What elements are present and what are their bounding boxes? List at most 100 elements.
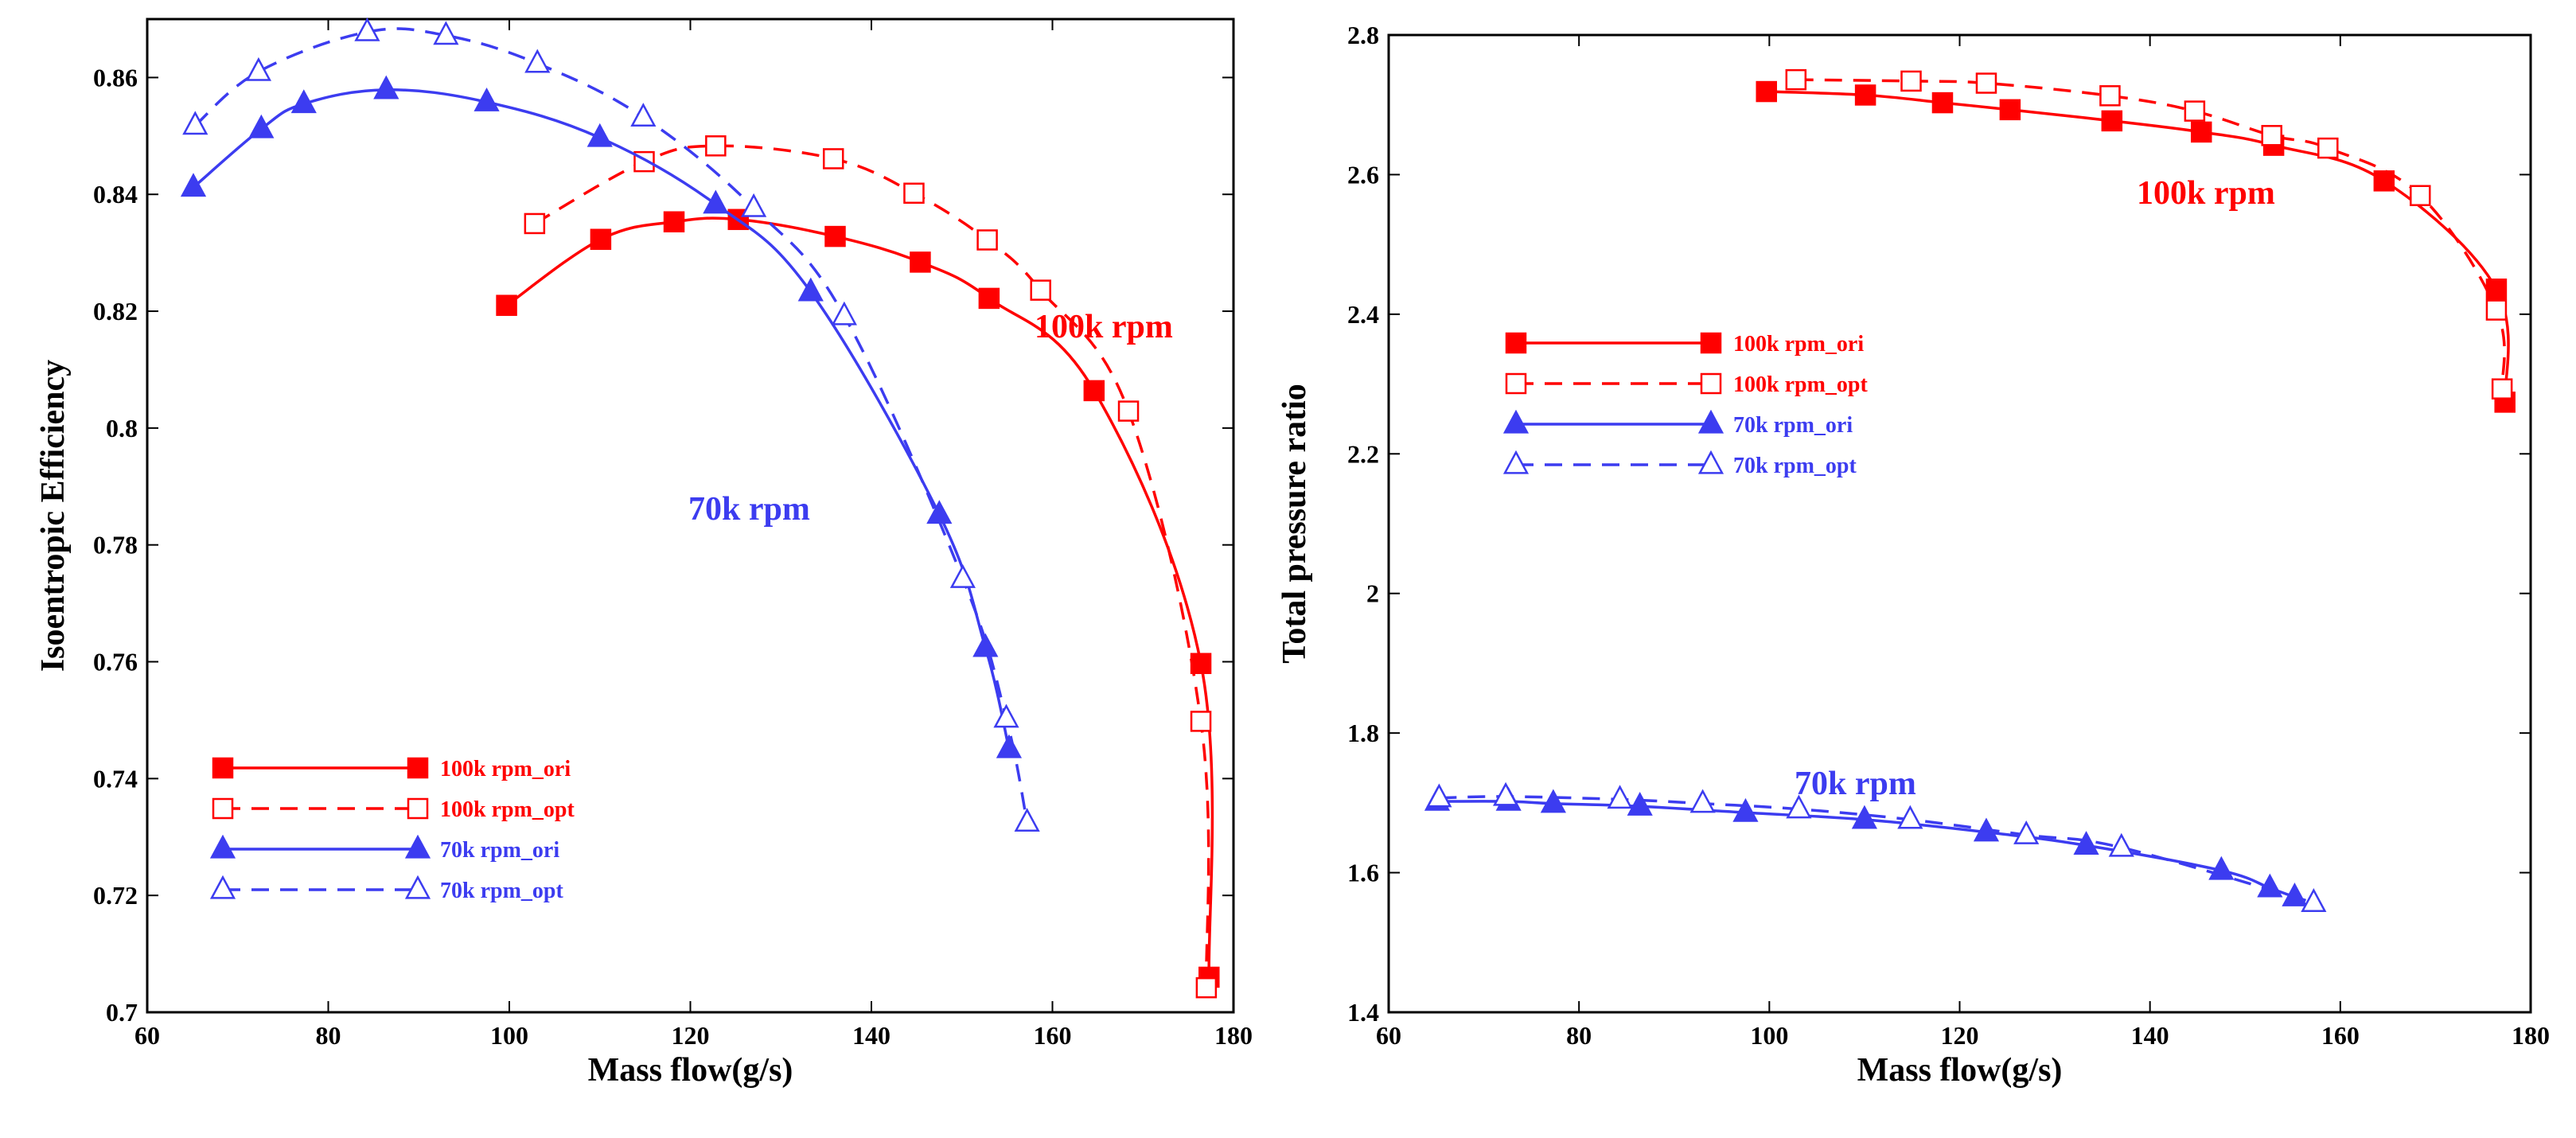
data-point — [2013, 820, 2040, 844]
data-point — [2491, 378, 2513, 399]
legend-marker — [404, 834, 431, 859]
legend-label: 100k rpm_ori — [1733, 332, 1864, 357]
data-point — [1756, 80, 1777, 103]
y-tick-label: 2.8 — [1347, 21, 1379, 49]
data-point — [1190, 653, 1212, 674]
series-line — [1795, 78, 2506, 389]
data-point — [2282, 883, 2308, 906]
data-point — [1190, 711, 1212, 732]
data-point — [433, 21, 459, 45]
data-point — [663, 211, 685, 232]
y-tick-label: 0.72 — [93, 881, 138, 910]
data-point — [1195, 976, 1218, 999]
y-tick-label: 0.82 — [93, 297, 138, 325]
data-point — [903, 182, 925, 205]
curve-annotation: 70k rpm — [1795, 766, 1916, 802]
data-point — [2485, 299, 2508, 321]
data-point — [1931, 92, 1954, 114]
legend-label: 100k rpm_ori — [440, 757, 571, 781]
data-point — [590, 228, 612, 251]
legend-marker — [209, 834, 236, 859]
data-point — [496, 294, 517, 316]
data-point — [2485, 279, 2508, 300]
x-tick-label: 80 — [316, 1021, 341, 1050]
data-point — [831, 301, 857, 325]
data-point — [1540, 789, 1566, 813]
data-point — [290, 89, 317, 114]
y-tick-label: 0.78 — [93, 531, 138, 559]
x-tick-label: 140 — [852, 1021, 890, 1050]
data-point — [1607, 785, 1633, 809]
data-point — [2410, 185, 2431, 206]
x-tick-label: 60 — [134, 1021, 160, 1050]
data-point — [245, 57, 272, 81]
y-tick-label: 0.7 — [106, 998, 138, 1027]
legend-marker — [212, 757, 234, 779]
x-tick-label: 160 — [2321, 1021, 2360, 1050]
data-point — [1975, 72, 1997, 94]
y-tick-label: 1.4 — [1347, 998, 1379, 1027]
data-point — [797, 277, 824, 302]
curve-annotation: 100k rpm — [1035, 309, 1173, 345]
data-point — [2073, 831, 2099, 855]
data-point — [1854, 84, 1876, 106]
series-line — [533, 144, 1210, 988]
y-tick-label: 0.74 — [93, 764, 138, 793]
data-point — [1786, 794, 1812, 819]
data-point — [2184, 100, 2206, 122]
data-point — [2317, 137, 2339, 159]
legend-marker — [1505, 372, 1527, 395]
y-tick-label: 2.6 — [1347, 160, 1379, 189]
x-tick-label: 60 — [1376, 1021, 1401, 1050]
data-point — [703, 189, 729, 214]
data-point — [993, 703, 1019, 728]
data-point — [996, 734, 1022, 758]
x-tick-label: 100 — [1750, 1021, 1788, 1050]
legend-label: 70k rpm_opt — [1733, 454, 1857, 478]
data-point — [910, 251, 931, 273]
data-point — [2190, 121, 2212, 143]
legend-marker — [1697, 409, 1724, 434]
data-point — [1627, 792, 1653, 816]
y-tick-label: 1.6 — [1347, 859, 1379, 887]
data-point — [2101, 110, 2123, 132]
series-line — [1439, 795, 2314, 904]
data-point — [2108, 832, 2134, 857]
legend-label: 100k rpm_opt — [440, 797, 575, 822]
x-tick-label: 180 — [2512, 1021, 2550, 1050]
data-point — [741, 193, 767, 217]
legend-marker — [209, 875, 236, 899]
legend-marker — [1502, 450, 1530, 474]
legend-marker — [404, 875, 431, 899]
series-line — [192, 88, 1011, 750]
legend-marker — [1700, 332, 1722, 354]
series-line — [1766, 90, 2510, 403]
legend-marker — [212, 797, 234, 820]
y-axis-title: Isoentropic Efficiency — [35, 360, 72, 672]
y-tick-label: 1.8 — [1347, 719, 1379, 747]
y-tick-label: 2 — [1366, 579, 1379, 608]
x-axis-title: Mass flow(g/s) — [1857, 1052, 2063, 1089]
data-point — [949, 564, 976, 588]
data-point — [976, 229, 998, 251]
data-point — [524, 212, 546, 235]
data-point — [524, 49, 551, 73]
data-point — [373, 75, 399, 99]
legend-marker — [1502, 409, 1530, 434]
x-tick-label: 120 — [1941, 1021, 1979, 1050]
data-point — [1900, 70, 1922, 92]
data-point — [1851, 805, 1878, 829]
y-tick-label: 0.84 — [93, 180, 138, 209]
data-point — [2301, 888, 2327, 912]
x-axis-title: Mass flow(g/s) — [588, 1052, 793, 1089]
data-point — [822, 148, 844, 170]
legend-marker — [1505, 332, 1527, 354]
data-point — [1492, 781, 1519, 806]
data-point — [354, 17, 380, 41]
data-point — [1999, 99, 2021, 121]
legend-label: 70k rpm_opt — [440, 879, 563, 903]
y-axis-title: Total pressure ratio — [1276, 384, 1313, 664]
x-tick-label: 80 — [1566, 1021, 1592, 1050]
x-tick-label: 180 — [1214, 1021, 1253, 1050]
data-point — [474, 88, 500, 111]
